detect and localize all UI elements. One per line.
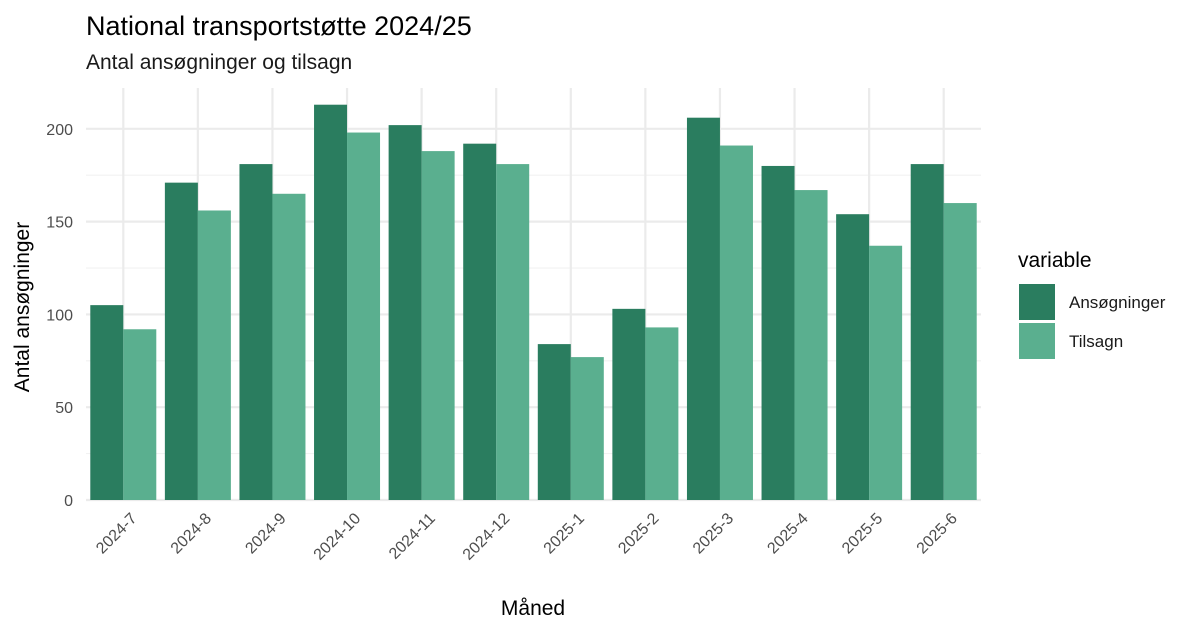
bar-tilsagn xyxy=(347,132,381,501)
bar-ansogninger xyxy=(388,125,422,500)
y-tick-label: 150 xyxy=(46,215,73,232)
y-tick-label: 0 xyxy=(64,493,73,510)
bar-ansogninger xyxy=(164,182,198,500)
bar-tilsagn xyxy=(197,210,231,500)
y-axis-title: Antal ansøgninger xyxy=(11,222,34,392)
bar-ansogninger xyxy=(686,117,720,500)
legend: variable Ansøgninger Tilsagn xyxy=(1018,249,1166,359)
x-tick-label: 2025-5 xyxy=(839,510,886,557)
bar-tilsagn xyxy=(496,164,530,500)
chart-subtitle: Antal ansøgninger og tilsagn xyxy=(86,51,352,74)
bar-ansogninger xyxy=(761,165,795,500)
y-tick-label: 50 xyxy=(55,400,73,417)
x-tick-label: 2024-9 xyxy=(242,510,289,557)
x-tick-label: 2024-7 xyxy=(93,510,140,557)
bar-tilsagn xyxy=(645,327,679,500)
x-tick-label: 2024-8 xyxy=(168,510,215,557)
x-tick-label: 2025-6 xyxy=(914,510,961,557)
bar-ansogninger xyxy=(836,214,870,501)
legend-title: variable xyxy=(1018,249,1092,272)
bar-tilsagn xyxy=(570,357,604,500)
bar-tilsagn xyxy=(123,329,157,500)
y-tick-label: 100 xyxy=(46,307,73,324)
bar-ansogninger xyxy=(537,344,571,500)
bar-ansogninger xyxy=(612,308,646,500)
legend-key xyxy=(1019,323,1055,359)
bar-tilsagn xyxy=(869,245,903,500)
bar-tilsagn xyxy=(719,145,753,500)
bar-ansogninger xyxy=(239,164,273,500)
legend-key xyxy=(1019,284,1055,320)
bar-ansogninger xyxy=(463,143,497,501)
x-tick-label: 2025-1 xyxy=(541,510,588,557)
x-tick-label: 2024-11 xyxy=(386,510,439,563)
bar-tilsagn xyxy=(421,151,455,500)
x-tick-label: 2025-4 xyxy=(764,510,811,557)
x-tick-label: 2025-3 xyxy=(690,510,737,557)
bar-ansogninger xyxy=(90,305,124,500)
bar-ansogninger xyxy=(314,104,348,501)
chart-title: National transportstøtte 2024/25 xyxy=(86,11,472,41)
plot-area: 0 50 100 150 200 2024-7 2024-8 2024-9 2024-10 202… xyxy=(46,88,981,564)
bar-tilsagn xyxy=(794,190,828,500)
y-tick-label: 200 xyxy=(46,122,73,139)
x-axis-title: Måned xyxy=(501,597,565,620)
x-tick-label: 2025-2 xyxy=(615,510,662,557)
bar-ansogninger xyxy=(910,164,944,500)
x-tick-label: 2024-10 xyxy=(311,510,365,564)
legend-label: Tilsagn xyxy=(1069,332,1123,351)
bar-tilsagn xyxy=(943,203,977,501)
x-tick-label: 2024-12 xyxy=(460,510,514,564)
bar-tilsagn xyxy=(272,193,306,500)
legend-label: Ansøgninger xyxy=(1069,293,1166,312)
